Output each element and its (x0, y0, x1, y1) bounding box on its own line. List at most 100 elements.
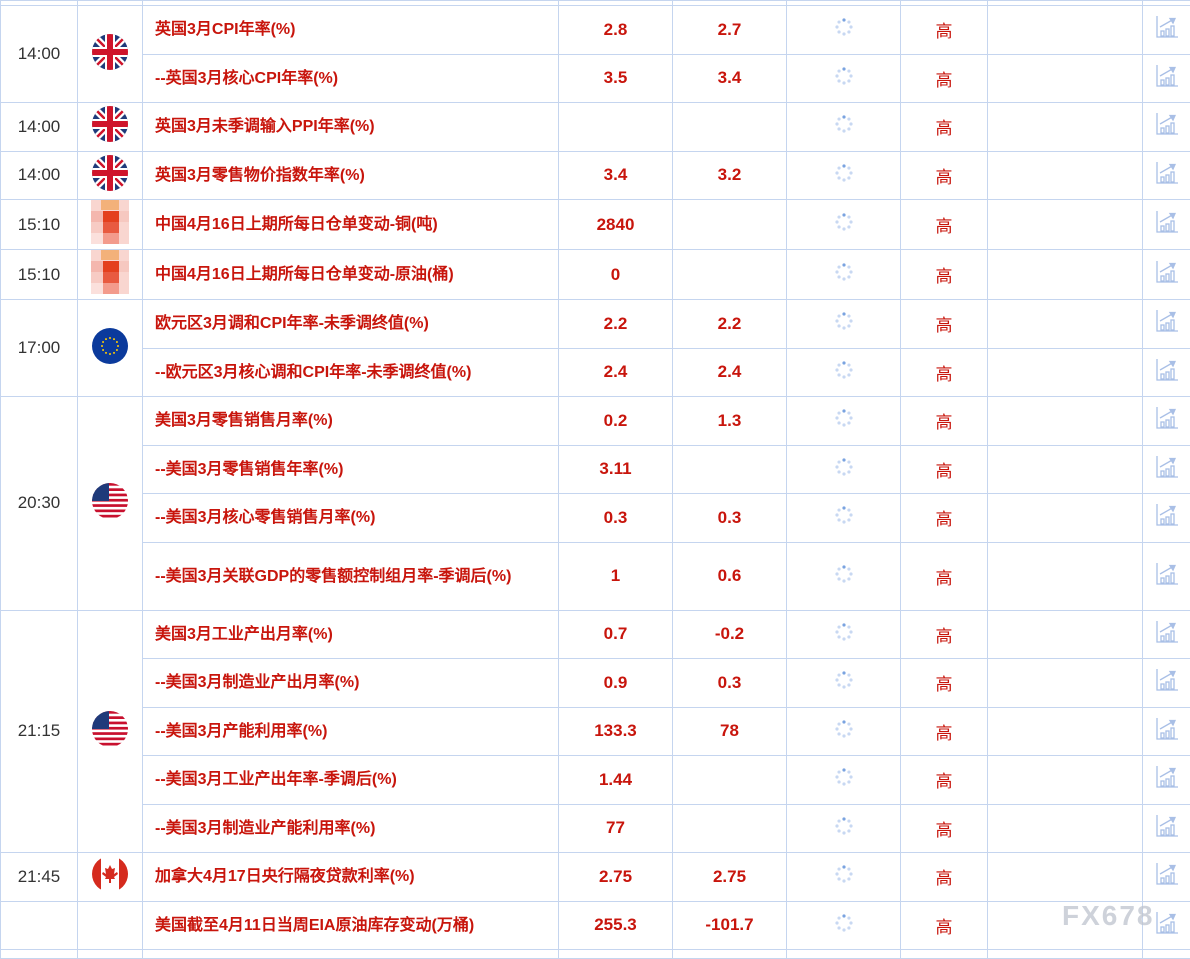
actual-value-loading-icon (787, 610, 901, 659)
forecast-value: 3.2 (673, 151, 787, 200)
event-name[interactable]: --美国3月产能利用率(%) (143, 707, 559, 756)
notes-cell (988, 804, 1143, 853)
actual-value-loading-icon (787, 348, 901, 397)
chart-icon[interactable] (1143, 348, 1190, 397)
notes-cell (988, 659, 1143, 708)
event-name[interactable]: 美国截至4月11日当周EIA原油库存变动(万桶) (143, 901, 559, 950)
previous-value: 3.4 (559, 151, 673, 200)
actual-value-loading-icon (787, 250, 901, 300)
previous-value: 2.8 (559, 6, 673, 55)
chart-icon[interactable] (1143, 659, 1190, 708)
cell (673, 950, 787, 959)
actual-value-loading-icon (787, 901, 901, 950)
previous-value: 133.3 (559, 707, 673, 756)
forecast-value: 0.3 (673, 494, 787, 543)
previous-value: 0.3 (559, 494, 673, 543)
event-name[interactable]: --美国3月核心零售销售月率(%) (143, 494, 559, 543)
event-name[interactable]: --欧元区3月核心调和CPI年率-未季调终值(%) (143, 348, 559, 397)
forecast-value (673, 445, 787, 494)
event-name[interactable]: 欧元区3月调和CPI年率-未季调终值(%) (143, 300, 559, 349)
chart-icon[interactable] (1143, 804, 1190, 853)
previous-value: 2840 (559, 200, 673, 250)
cell (143, 950, 559, 959)
importance-level: 高 (901, 901, 988, 950)
event-name[interactable]: --美国3月关联GDP的零售额控制组月率-季调后(%) (143, 542, 559, 610)
chart-icon[interactable] (1143, 610, 1190, 659)
cn-flag-icon (78, 200, 143, 250)
event-name[interactable]: 加拿大4月17日央行隔夜贷款利率(%) (143, 853, 559, 902)
event-time: 14:00 (1, 151, 78, 200)
event-name[interactable]: --英国3月核心CPI年率(%) (143, 54, 559, 103)
event-name[interactable]: --美国3月制造业产出月率(%) (143, 659, 559, 708)
chart-icon[interactable] (1143, 250, 1190, 300)
actual-value-loading-icon (787, 200, 901, 250)
previous-value: 0.7 (559, 610, 673, 659)
chart-icon[interactable] (1143, 200, 1190, 250)
event-name[interactable]: --美国3月零售销售年率(%) (143, 445, 559, 494)
chart-icon[interactable] (1143, 707, 1190, 756)
chart-icon[interactable] (1143, 853, 1190, 902)
chart-icon[interactable] (1143, 756, 1190, 805)
actual-value-loading-icon (787, 756, 901, 805)
chart-icon[interactable] (1143, 151, 1190, 200)
chart-icon[interactable] (1143, 445, 1190, 494)
notes-cell (988, 151, 1143, 200)
chart-icon[interactable] (1143, 103, 1190, 152)
uk-flag-icon (78, 151, 143, 200)
event-name[interactable]: 美国3月零售销售月率(%) (143, 397, 559, 446)
cell (1, 950, 78, 959)
watermark: FX678 (1062, 900, 1155, 932)
previous-value: 255.3 (559, 901, 673, 950)
event-time: 20:30 (1, 397, 78, 611)
cell (78, 950, 143, 959)
chart-icon[interactable] (1143, 494, 1190, 543)
notes-cell (988, 348, 1143, 397)
event-name[interactable]: --美国3月工业产出年率-季调后(%) (143, 756, 559, 805)
event-time: 14:00 (1, 103, 78, 152)
importance-level: 高 (901, 348, 988, 397)
event-name[interactable]: 英国3月未季调输入PPI年率(%) (143, 103, 559, 152)
event-name[interactable]: 英国3月CPI年率(%) (143, 6, 559, 55)
chart-icon[interactable] (1143, 6, 1190, 55)
forecast-value (673, 250, 787, 300)
forecast-value (673, 200, 787, 250)
previous-value: 2.2 (559, 300, 673, 349)
event-time (1, 901, 78, 950)
previous-value: 1 (559, 542, 673, 610)
importance-level: 高 (901, 610, 988, 659)
actual-value-loading-icon (787, 494, 901, 543)
us-flag-icon (78, 610, 143, 853)
chart-icon[interactable] (1143, 54, 1190, 103)
forecast-value (673, 804, 787, 853)
event-name[interactable]: --美国3月制造业产能利用率(%) (143, 804, 559, 853)
event-name[interactable]: 中国4月16日上期所每日仓单变动-铜(吨) (143, 200, 559, 250)
chart-icon[interactable] (1143, 542, 1190, 610)
event-name[interactable]: 中国4月16日上期所每日仓单变动-原油(桶) (143, 250, 559, 300)
chart-icon[interactable] (1143, 300, 1190, 349)
cn-flag-icon (78, 250, 143, 300)
chart-icon[interactable] (1143, 397, 1190, 446)
importance-level: 高 (901, 200, 988, 250)
event-name[interactable]: 英国3月零售物价指数年率(%) (143, 151, 559, 200)
event-name[interactable]: 美国3月工业产出月率(%) (143, 610, 559, 659)
forecast-value: 2.2 (673, 300, 787, 349)
